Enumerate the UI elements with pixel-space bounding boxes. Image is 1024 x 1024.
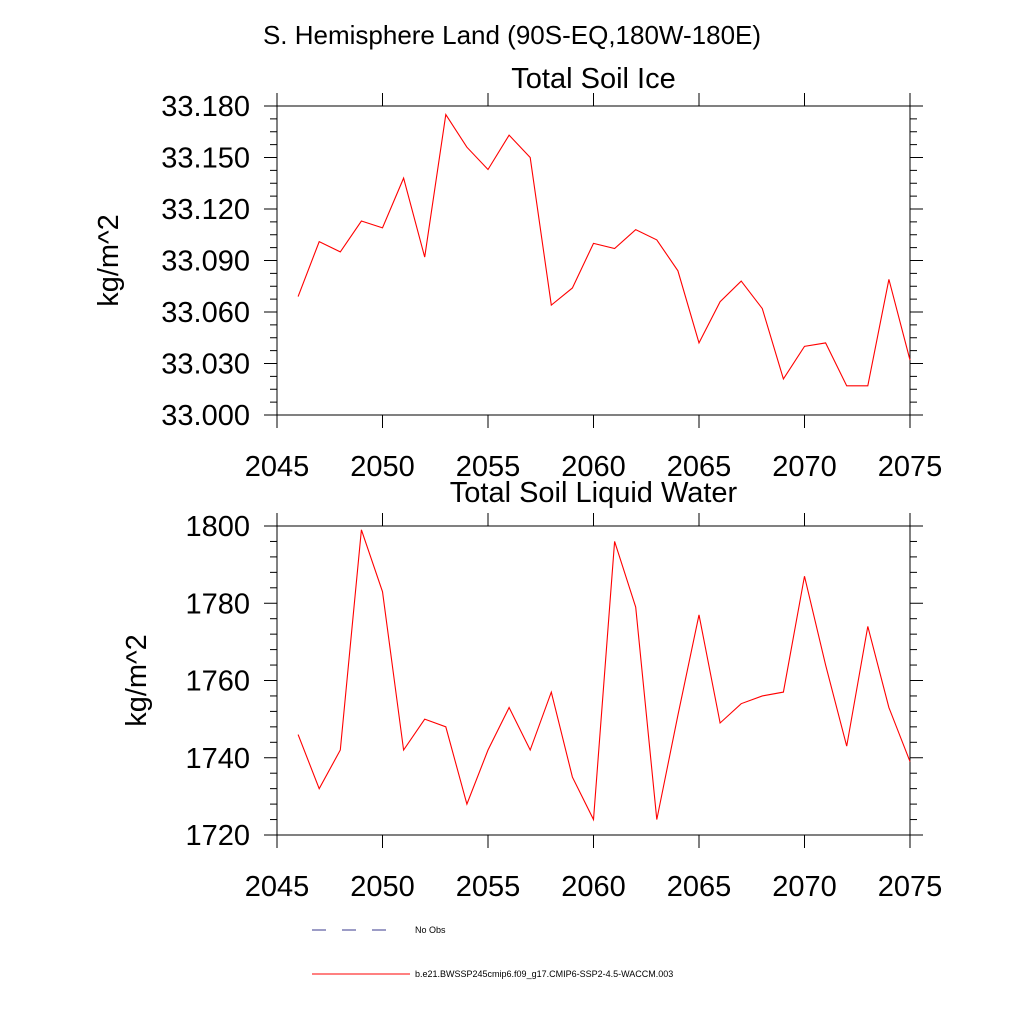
x-tick-label: 2075 xyxy=(878,871,943,903)
y-tick-label: 33.150 xyxy=(161,143,250,175)
panel-soil-liquid-water: Total Soil Liquid Water kg/m^2 2045 2050 205… xyxy=(121,477,942,903)
x-tick-label: 2050 xyxy=(350,871,415,903)
legend-model-label: b.e21.BWSSP245cmip6.f09_g17.CMIP6-SSP2-4… xyxy=(415,969,673,979)
x-tick-label: 2065 xyxy=(667,451,732,483)
y-tick-label: 1720 xyxy=(185,820,250,852)
chart-title: Total Soil Ice xyxy=(511,63,675,95)
y-tick-label: 33.000 xyxy=(161,400,250,432)
x-tick-label: 2055 xyxy=(456,871,521,903)
y-tick-label: 33.030 xyxy=(161,349,250,381)
chart-title: Total Soil Liquid Water xyxy=(450,477,738,509)
y-tick-label: 33.090 xyxy=(161,246,250,278)
x-tick-label: 2055 xyxy=(456,451,521,483)
x-tick-label: 2050 xyxy=(350,451,415,483)
x-tick-label: 2060 xyxy=(561,451,626,483)
y-axis-label: kg/m^2 xyxy=(93,214,125,307)
x-tick-label: 2070 xyxy=(772,451,837,483)
series-line xyxy=(297,113,911,387)
plot-frame xyxy=(276,105,911,416)
y-tick-label: 33.060 xyxy=(161,297,250,329)
y-tick-label: 1780 xyxy=(185,588,250,620)
plot-frame xyxy=(276,525,911,836)
y-tick-label: 1800 xyxy=(185,511,250,543)
x-tick-label: 2075 xyxy=(878,451,943,483)
x-tick-label: 2045 xyxy=(245,871,310,903)
y-tick-label: 33.120 xyxy=(161,194,250,226)
y-axis-label: kg/m^2 xyxy=(121,634,153,727)
main-title: S. Hemisphere Land (90S-EQ,180W-180E) xyxy=(263,20,761,50)
x-tick-label: 2060 xyxy=(561,871,626,903)
x-tick-label: 2070 xyxy=(772,871,837,903)
x-tick-label: 2045 xyxy=(245,451,310,483)
legend-obs-label: No Obs xyxy=(415,925,446,935)
panel-soil-ice: Total Soil Ice kg/m^2 2045 2050 2055 2060 2065… xyxy=(93,63,942,483)
series-line xyxy=(297,529,911,822)
y-tick-label: 1760 xyxy=(185,666,250,698)
y-tick-label: 1740 xyxy=(185,743,250,775)
legend: No Obs b.e21.BWSSP245cmip6.f09_g17.CMIP6… xyxy=(312,925,673,979)
x-tick-label: 2065 xyxy=(667,871,732,903)
y-tick-label: 33.180 xyxy=(161,91,250,123)
